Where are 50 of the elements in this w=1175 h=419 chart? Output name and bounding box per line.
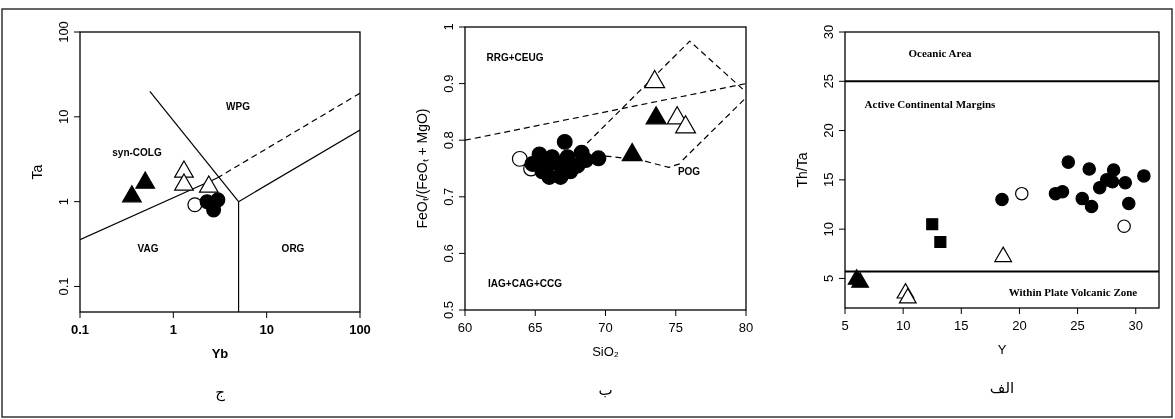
x-tick-label: 20 bbox=[1012, 318, 1027, 333]
x-tick-label: 70 bbox=[598, 320, 613, 335]
annotation: Oceanic Area bbox=[908, 46, 973, 59]
x-tick-label: 80 bbox=[738, 320, 754, 335]
text: ب bbox=[598, 381, 613, 399]
y-tick-label: 0.9 bbox=[441, 74, 456, 93]
x-tick-label: 100 bbox=[349, 322, 371, 337]
y-tick-label: 100 bbox=[56, 21, 71, 43]
x-axis-title: SiO₂ bbox=[592, 344, 619, 359]
text: الف bbox=[989, 379, 1015, 397]
annotation: Active Continental Margins bbox=[864, 97, 997, 110]
annotation: ORG bbox=[281, 242, 305, 254]
y-tick-label: 25 bbox=[821, 74, 836, 89]
x-tick-label: 60 bbox=[457, 320, 473, 335]
y-tick-label: 0.6 bbox=[441, 244, 456, 263]
text: ج bbox=[215, 383, 226, 402]
y-tick-label: 0.7 bbox=[441, 187, 456, 206]
x-tick-label: 30 bbox=[1128, 318, 1143, 333]
y-axis-title: Ta bbox=[29, 164, 45, 180]
x-tick-label: 75 bbox=[668, 320, 683, 335]
annotation: VAG bbox=[137, 242, 159, 254]
x-tick-label: 65 bbox=[528, 320, 543, 335]
x-tick-label: 1 bbox=[169, 322, 177, 337]
y-tick-label: 5 bbox=[821, 274, 836, 283]
y-tick-label: 10 bbox=[56, 109, 71, 125]
x-tick-label: 0.1 bbox=[70, 322, 90, 337]
x-tick-label: 25 bbox=[1070, 318, 1085, 333]
annotation: IAG+CAG+CCG bbox=[488, 277, 563, 289]
annotation: POG bbox=[677, 165, 701, 177]
x-axis-title: Y bbox=[997, 342, 1007, 357]
y-tick-label: 30 bbox=[821, 24, 836, 40]
x-tick-label: 10 bbox=[895, 318, 911, 333]
y-tick-label: 1 bbox=[441, 23, 456, 31]
y-tick-label: 0.8 bbox=[441, 131, 456, 150]
annotation: syn-COLG bbox=[112, 146, 162, 158]
x-tick-label: 10 bbox=[259, 322, 274, 337]
x-tick-label: 15 bbox=[954, 318, 969, 333]
y-tick-label: 1 bbox=[56, 198, 71, 206]
y-tick-label: 10 bbox=[821, 221, 836, 237]
y-tick-label: 20 bbox=[821, 123, 836, 138]
y-tick-label: 15 bbox=[821, 172, 836, 188]
y-tick-label: 0.5 bbox=[441, 300, 456, 320]
y-axis-title: FeOₜ/(FeOₜ + MgO) bbox=[414, 108, 430, 229]
annotation: RRG+CEUG bbox=[486, 51, 544, 63]
annotation: Within Plate Volcanic Zone bbox=[1008, 285, 1138, 298]
x-axis-title: Yb bbox=[211, 346, 229, 361]
y-tick-label: 0.1 bbox=[56, 277, 71, 296]
x-tick-label: 5 bbox=[841, 318, 849, 333]
y-axis-title: Th/Ta bbox=[794, 152, 810, 188]
annotation: WPG bbox=[226, 100, 251, 112]
